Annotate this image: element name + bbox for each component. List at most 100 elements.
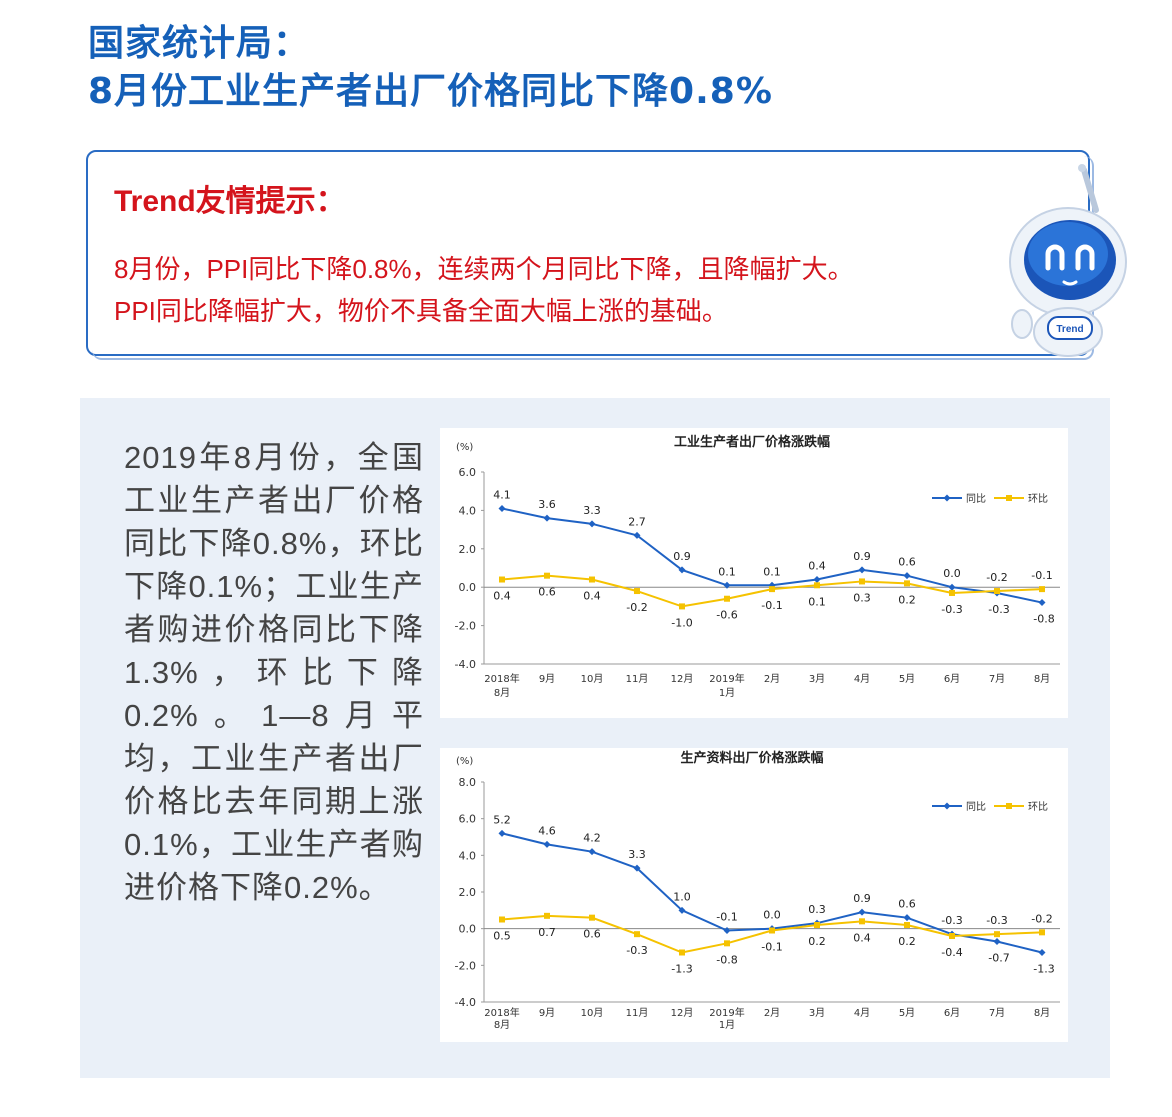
x-tick-label: 4月: [854, 673, 870, 685]
data-label-yoy: -0.3: [941, 914, 962, 927]
data-point-mom: [769, 586, 775, 593]
page-title-line2: 8月份工业生产者出厂价格同比下降0.8%: [88, 71, 773, 112]
data-label-mom: -1.3: [671, 963, 692, 976]
chart-title: 工业生产者出厂价格涨跌幅: [674, 434, 830, 450]
tip-line2: PPI同比降幅扩大，物价不具备全面大幅上涨的基础。: [114, 296, 728, 326]
y-tick-label: 4.0: [459, 849, 477, 862]
x-tick-label: 2019年: [709, 672, 744, 685]
data-point-mom: [589, 576, 595, 583]
x-tick-label: 3月: [809, 1007, 825, 1019]
data-point-mom: [949, 589, 955, 596]
data-label-yoy: -1.3: [1033, 963, 1054, 976]
data-point-yoy: [633, 531, 641, 539]
data-label-mom: -0.6: [716, 609, 737, 622]
tip-line1: 8月份，PPI同比下降0.8%，连续两个月同比下降，且降幅扩大。: [114, 254, 854, 284]
data-label-yoy: 0.0: [943, 567, 961, 580]
mascot-badge-label: Trend: [1056, 324, 1083, 335]
x-tick-label: 12月: [671, 1007, 694, 1019]
data-point-yoy: [498, 504, 506, 512]
data-label-yoy: 4.1: [493, 488, 511, 501]
data-point-yoy: [903, 914, 911, 922]
x-tick-label: 8月: [1034, 673, 1050, 685]
x-tick-label: 2月: [764, 673, 780, 685]
page-title-line1: 国家统计局：: [88, 23, 311, 64]
data-point-mom: [994, 588, 1000, 595]
data-label-mom: 0.2: [808, 935, 826, 948]
data-point-yoy: [543, 840, 551, 848]
y-tick-label: 0.0: [459, 923, 477, 936]
y-tick-label: -4.0: [455, 658, 476, 671]
y-tick-label: 2.0: [459, 886, 477, 899]
legend-label-mom: 环比: [1028, 801, 1048, 813]
x-tick-label: 5月: [899, 673, 915, 685]
chart-ppi-svg: 工业生产者出厂价格涨跌幅 (%) 6.0 4.0 2.0 0.0 -2.0 -4.0 2018年…: [455, 434, 1060, 699]
chart-unit-label: (%): [456, 756, 473, 767]
tip-box: Trend友情提示： 8月份，PPI同比下降0.8%，连续两个月同比下降，且降幅…: [86, 150, 1094, 360]
x-tick-label: 3月: [809, 673, 825, 685]
data-label-mom: -0.1: [1031, 569, 1052, 582]
tip-heading: Trend友情提示：: [114, 185, 346, 218]
data-label-mom: -0.3: [941, 603, 962, 616]
data-point-yoy: [723, 927, 731, 934]
x-tick-label: 8月: [1034, 1007, 1050, 1019]
x-tick-label: 2019年: [709, 1006, 744, 1019]
data-label-mom: -0.8: [716, 953, 737, 966]
data-label-yoy: 4.2: [583, 832, 601, 845]
legend-label-yoy: 同比: [966, 493, 986, 505]
data-point-mom: [904, 580, 910, 587]
x-tick-label: 7月: [989, 673, 1005, 685]
data-point-yoy: [498, 829, 506, 837]
data-point-mom: [904, 922, 910, 928]
data-point-yoy: [588, 520, 596, 528]
data-label-mom: 0.2: [898, 593, 916, 606]
y-tick-label: -2.0: [455, 959, 476, 972]
data-label-mom: -0.4: [941, 946, 962, 959]
data-point-yoy: [1038, 949, 1046, 956]
data-label-mom: -0.2: [986, 571, 1007, 584]
x-tick-label: 2月: [764, 1007, 780, 1019]
data-label-yoy: 0.3: [808, 903, 826, 916]
data-point-mom: [634, 588, 640, 595]
legend-marker-yoy: [943, 802, 951, 810]
data-point-mom: [814, 922, 820, 928]
data-point-mom: [499, 916, 505, 923]
data-label-yoy: 5.2: [493, 813, 511, 826]
data-point-mom: [814, 582, 820, 589]
x-tick-label: 10月: [581, 1007, 604, 1019]
y-tick-label: 4.0: [459, 504, 477, 517]
data-point-yoy: [768, 581, 776, 589]
data-label-yoy: 3.3: [583, 504, 601, 517]
data-point-mom: [589, 914, 595, 921]
chart-mop-svg: 生产资料出厂价格涨跌幅 (%) 8.0 6.0 4.0 2.0 0.0 -2.0 -4.0 201…: [455, 750, 1060, 1031]
data-label-yoy: 0.4: [808, 560, 826, 573]
data-point-mom: [949, 933, 955, 939]
y-tick-label: 8.0: [459, 776, 477, 789]
x-tick-label: 6月: [944, 1007, 960, 1019]
x-tick-label: 11月: [626, 1007, 649, 1019]
data-label-mom: 0.2: [898, 935, 916, 948]
data-point-yoy: [633, 864, 641, 872]
data-point-mom: [994, 931, 1000, 938]
data-point-yoy: [993, 938, 1001, 945]
x-tick-label-sub: 1月: [719, 1019, 735, 1031]
data-label-mom: 0.4: [853, 931, 871, 944]
data-label-mom: 0.7: [538, 926, 556, 939]
robot-mascot-icon: Trend: [1009, 164, 1127, 357]
data-label-yoy: 3.6: [538, 498, 556, 511]
data-point-yoy: [723, 581, 731, 589]
data-point-mom: [499, 576, 505, 583]
data-point-mom: [1039, 586, 1045, 593]
content-panel: 2019年8月份，全国工业生产者出厂价格同比下降0.8%，环比下降0.1%；工业…: [80, 398, 1110, 1078]
legend-label-yoy: 同比: [966, 801, 986, 813]
data-label-mom: 0.6: [538, 586, 556, 599]
data-label-mom: -0.2: [626, 601, 647, 614]
data-label-yoy: -0.7: [988, 952, 1009, 965]
data-label-yoy: 4.6: [538, 824, 556, 837]
data-point-yoy: [858, 908, 866, 916]
x-tick-label: 9月: [539, 1007, 555, 1019]
chart-ppi: 工业生产者出厂价格涨跌幅 (%) 6.0 4.0 2.0 0.0 -2.0 -4.0 2018年…: [440, 428, 1068, 718]
data-label-yoy: 0.6: [898, 898, 916, 911]
data-point-yoy: [858, 566, 866, 574]
data-label-yoy: 0.9: [673, 550, 691, 563]
data-point-yoy: [948, 583, 956, 591]
